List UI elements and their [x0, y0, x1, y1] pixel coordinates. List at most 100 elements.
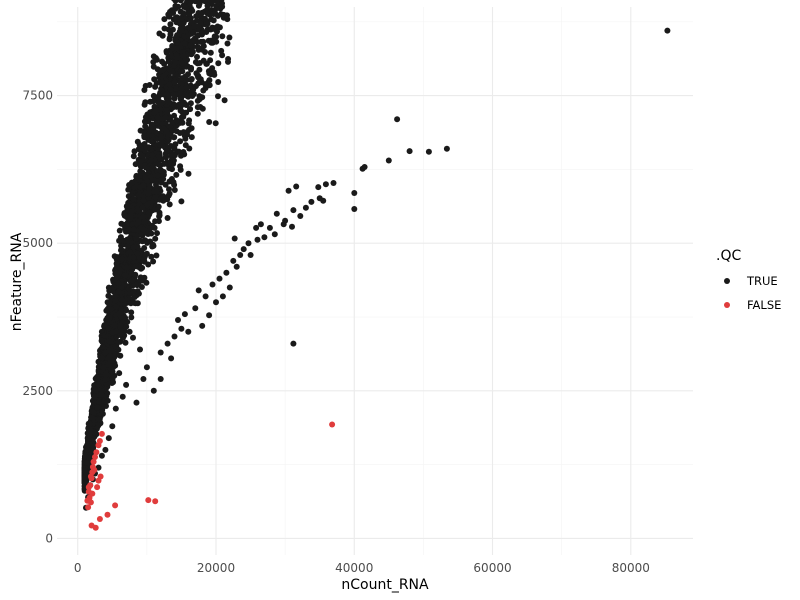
y-tick-label: 2500	[22, 384, 53, 398]
data-point-true	[185, 328, 192, 335]
data-point-true	[169, 166, 175, 173]
data-point-true	[174, 32, 181, 39]
data-point-true	[148, 138, 155, 145]
data-point-false	[85, 504, 92, 511]
data-point-true	[128, 314, 135, 321]
data-point-true	[149, 164, 155, 171]
data-point-true	[212, 120, 219, 127]
data-point-true	[83, 459, 90, 466]
data-point-true	[193, 13, 200, 20]
data-point-true	[171, 181, 178, 188]
data-point-true	[125, 237, 132, 244]
data-point-true	[247, 252, 254, 258]
data-point-true	[122, 339, 129, 346]
data-point-true	[156, 212, 163, 219]
data-point-true	[163, 148, 170, 154]
data-point-true	[170, 134, 177, 141]
data-point-true	[95, 398, 102, 405]
data-point-true	[116, 370, 123, 377]
data-point-true	[192, 305, 199, 312]
data-point-true	[157, 177, 164, 184]
data-point-false	[88, 522, 95, 529]
data-point-false	[145, 497, 152, 504]
data-point-true	[130, 153, 137, 160]
data-point-true	[152, 129, 159, 136]
data-point-true	[128, 309, 135, 316]
data-point-true	[237, 252, 244, 258]
data-point-true	[178, 325, 185, 332]
data-point-false	[97, 473, 104, 480]
data-point-true	[117, 322, 124, 329]
data-point-true	[178, 198, 185, 205]
x-tick-label: 60000	[473, 561, 511, 575]
data-point-true	[164, 340, 171, 347]
data-point-true	[153, 188, 160, 195]
data-point-true	[150, 98, 157, 105]
data-point-true	[134, 250, 141, 257]
data-point-true	[196, 96, 203, 103]
data-point-true	[119, 393, 126, 400]
data-point-true	[153, 252, 160, 259]
data-point-true	[166, 160, 173, 167]
data-point-true	[223, 269, 230, 276]
data-point-true	[143, 364, 150, 371]
data-point-true	[215, 93, 221, 100]
data-point-true	[231, 235, 238, 242]
data-point-true	[130, 334, 136, 341]
data-point-true	[144, 201, 151, 208]
data-point-true	[172, 59, 179, 66]
data-point-true	[126, 249, 133, 255]
data-point-true	[206, 119, 213, 125]
data-point-true	[173, 85, 179, 92]
data-point-true	[185, 170, 192, 177]
data-point-true	[160, 66, 167, 73]
data-point-true	[88, 414, 95, 421]
data-point-true	[178, 27, 185, 34]
data-point-true	[129, 277, 136, 284]
data-point-true	[123, 307, 130, 314]
data-point-true	[141, 101, 148, 108]
data-point-true	[141, 218, 148, 225]
data-point-true	[152, 194, 159, 201]
data-point-true	[162, 153, 169, 160]
data-point-true	[158, 134, 165, 141]
data-point-true	[106, 314, 113, 321]
data-point-true	[132, 161, 139, 168]
data-point-true	[207, 49, 214, 56]
data-point-true	[106, 353, 113, 359]
data-point-true	[175, 0, 181, 3]
y-tick-label: 7500	[22, 89, 53, 103]
data-point-true	[148, 230, 155, 237]
data-point-true	[113, 260, 120, 267]
x-tick-label: 80000	[612, 561, 650, 575]
data-point-true	[394, 116, 401, 123]
data-point-true	[180, 53, 187, 59]
data-point-true	[133, 235, 140, 242]
data-point-true	[87, 421, 93, 428]
data-point-true	[167, 86, 174, 93]
data-point-false	[96, 438, 103, 444]
data-point-true	[168, 355, 175, 362]
data-point-true	[425, 148, 432, 155]
data-point-true	[186, 145, 193, 152]
data-point-true	[351, 190, 358, 196]
data-point-false	[104, 511, 111, 518]
data-point-true	[201, 0, 208, 4]
y-axis-title: nFeature_RNA	[9, 232, 25, 331]
data-point-true	[167, 31, 174, 38]
data-point-true	[131, 148, 138, 155]
data-point-true	[213, 0, 220, 4]
data-point-true	[200, 38, 207, 45]
data-point-true	[219, 293, 226, 300]
data-point-true	[119, 255, 125, 262]
data-point-true	[213, 299, 219, 306]
x-axis-title: nCount_RNA	[341, 577, 429, 593]
data-point-false	[98, 430, 105, 437]
data-point-true	[157, 167, 164, 174]
data-point-true	[224, 12, 230, 19]
data-point-true	[189, 47, 196, 54]
data-point-true	[199, 31, 205, 38]
data-point-true	[118, 296, 125, 303]
data-point-true	[168, 176, 175, 182]
data-point-true	[202, 293, 209, 300]
